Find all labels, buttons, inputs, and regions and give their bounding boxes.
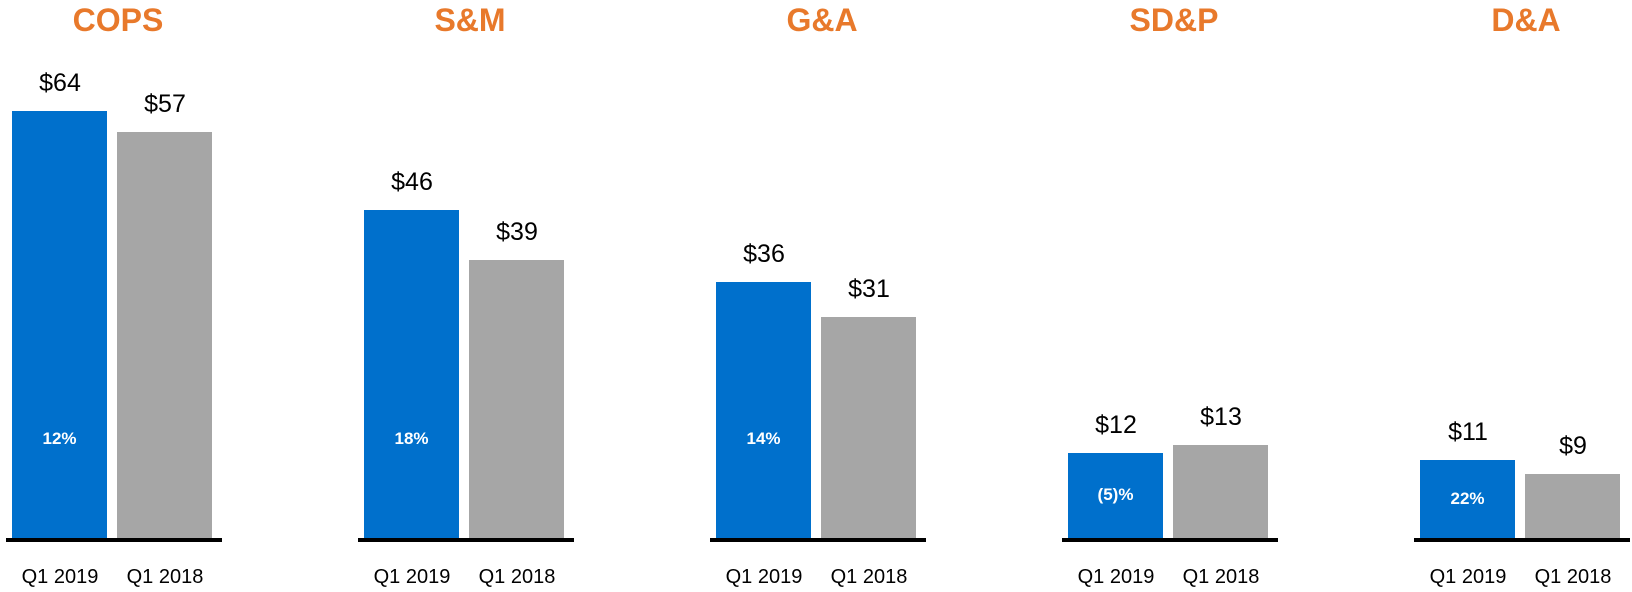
data-label: $39 — [496, 218, 538, 247]
x-axis-line — [358, 538, 574, 542]
data-label: $46 — [391, 168, 433, 197]
bar-q1-2019 — [1068, 452, 1163, 538]
x-axis-line — [1414, 538, 1630, 542]
data-label: $11 — [1448, 417, 1488, 446]
bar-q1-2018 — [1525, 473, 1620, 538]
chart-title: COPS — [72, 2, 164, 38]
x-tick-label: Q1 2019 — [21, 566, 99, 588]
bar-q1-2018 — [1173, 445, 1268, 538]
data-label: $9 — [1559, 431, 1587, 460]
data-label: $13 — [1200, 403, 1242, 432]
bar-q1-2019 — [716, 281, 811, 538]
data-label: $57 — [144, 90, 186, 119]
change-percent-label: (5)% — [1097, 485, 1134, 505]
x-axis-line — [1062, 538, 1278, 542]
data-label: $64 — [39, 69, 81, 97]
chart-group-da: D&A $11 Q1 2019 $9 Q1 2018 22% — [1414, 0, 1632, 592]
bar-q1-2018 — [821, 317, 916, 538]
chart-title: S&M — [434, 2, 506, 38]
change-percent-label: 22% — [1450, 488, 1485, 508]
x-tick-label: Q1 2018 — [126, 566, 204, 588]
data-label: $31 — [848, 275, 890, 304]
x-axis-line — [6, 538, 222, 542]
bar-q1-2018 — [117, 132, 212, 538]
chart-group-cops: COPS $64 Q1 2019 $57 Q1 2018 12% — [6, 0, 228, 592]
change-percent-label: 18% — [394, 429, 429, 448]
bar-q1-2019 — [12, 111, 107, 538]
change-percent-label: 14% — [746, 429, 781, 448]
chart-title: G&A — [786, 2, 858, 38]
chart-title: SD&P — [1129, 2, 1219, 38]
bar-q1-2019 — [364, 210, 459, 538]
chart-group-ga: G&A $36 Q1 2019 $31 Q1 2018 14% — [710, 0, 932, 592]
chart-group-sm: S&M $46 Q1 2019 $39 Q1 2018 18% — [358, 0, 580, 592]
bar-q1-2018 — [469, 260, 564, 538]
change-percent-label: 12% — [42, 429, 77, 448]
bar-q1-2019 — [1420, 459, 1515, 538]
x-tick-label: Q1 2019 — [1429, 566, 1507, 588]
x-tick-label: Q1 2018 — [1182, 566, 1260, 588]
x-tick-label: Q1 2019 — [373, 566, 451, 588]
data-label: $12 — [1095, 410, 1137, 439]
chart-title: D&A — [1491, 2, 1561, 38]
x-tick-label: Q1 2018 — [830, 566, 908, 588]
x-tick-label: Q1 2018 — [478, 566, 556, 588]
x-axis-line — [710, 538, 926, 542]
data-label: $36 — [743, 239, 785, 268]
chart-group-sdp: SD&P $12 Q1 2019 $13 Q1 2018 (5)% — [1062, 0, 1284, 592]
x-tick-label: Q1 2019 — [1077, 566, 1155, 588]
x-tick-label: Q1 2019 — [725, 566, 803, 588]
x-tick-label: Q1 2018 — [1534, 566, 1612, 588]
